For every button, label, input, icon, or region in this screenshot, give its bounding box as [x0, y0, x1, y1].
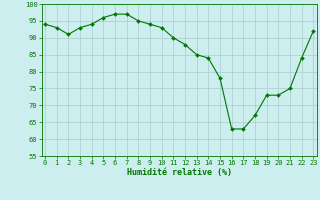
X-axis label: Humidité relative (%): Humidité relative (%) [127, 168, 232, 177]
